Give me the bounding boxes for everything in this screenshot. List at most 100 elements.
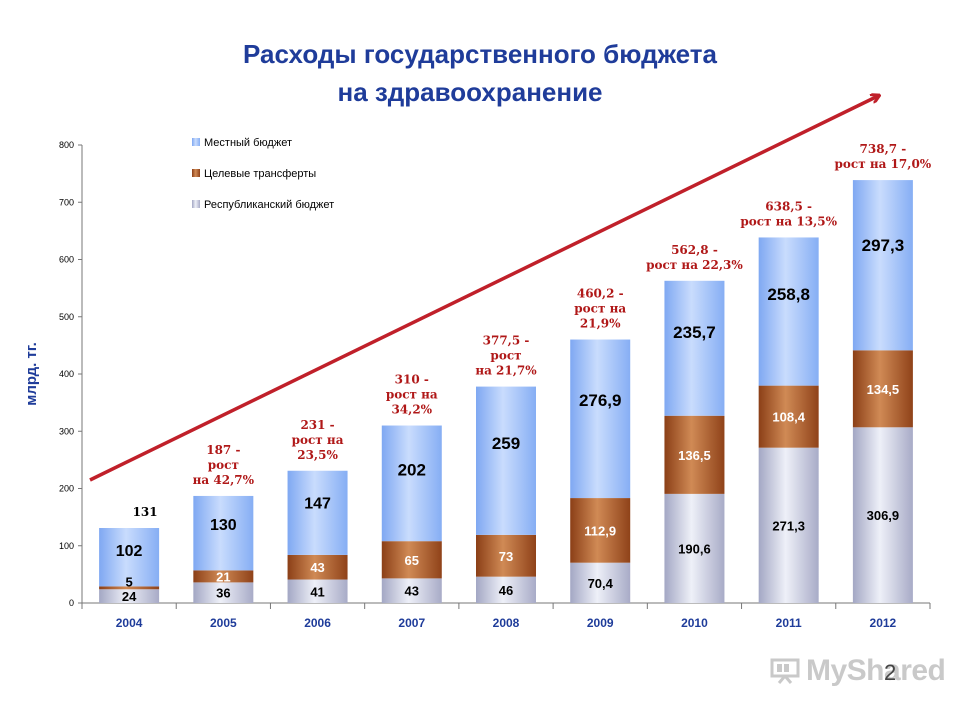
data-label-transfers-2010: 136,5	[678, 448, 711, 463]
annotation-2010: 562,8 -	[671, 243, 718, 257]
y-tick-label: 800	[59, 140, 74, 150]
data-label-local-2004: 102	[116, 543, 143, 560]
y-tick-label: 200	[59, 484, 74, 494]
x-tick-label: 2006	[304, 616, 331, 630]
data-label-local-2010: 235,7	[673, 323, 716, 342]
bar-local-2007	[381, 425, 442, 542]
data-label-republic-2012: 306,9	[867, 508, 900, 523]
annotation-2005: рост	[208, 458, 239, 472]
annotation-2004: 131	[133, 505, 158, 519]
annotation-2005: 187 -	[206, 443, 240, 457]
data-label-transfers-2011: 108,4	[772, 410, 805, 425]
data-label-transfers-2008: 73	[499, 549, 513, 564]
bar-republic-2012	[852, 427, 913, 603]
annotation-2006: 231 -	[300, 418, 334, 432]
x-tick-label: 2011	[776, 616, 802, 630]
annotation-2008: на 21,7%	[475, 364, 537, 378]
bar-transfers-2005	[193, 570, 254, 583]
data-label-republic-2010: 190,6	[678, 541, 711, 556]
chart-title-line-2: на здравоохранение	[337, 77, 603, 107]
data-label-republic-2008: 46	[499, 583, 513, 598]
annotation-2006: 23,5%	[297, 448, 338, 462]
legend-swatch	[192, 169, 200, 177]
data-label-transfers-2012: 134,5	[867, 382, 900, 397]
annotation-2011: 638,5 -	[765, 199, 812, 213]
data-label-local-2009: 276,9	[579, 391, 622, 410]
annotation-2010: рост на 22,3%	[646, 258, 743, 272]
x-tick-label: 2005	[210, 616, 237, 630]
data-label-republic-2006: 41	[310, 584, 324, 599]
bar-transfers-2012	[852, 350, 913, 428]
watermark-text: MyShared	[806, 654, 946, 687]
bar-local-2010	[664, 280, 725, 416]
legend-swatch	[192, 138, 200, 146]
bar-republic-2006	[287, 579, 348, 603]
y-tick-label: 600	[59, 255, 74, 265]
x-tick-label: 2009	[587, 616, 614, 630]
y-axis-label: млрд. тг.	[23, 342, 40, 406]
annotation-2012: рост на 17,0%	[835, 157, 932, 171]
data-label-transfers-2005: 21	[216, 569, 230, 584]
y-tick-label: 400	[59, 369, 74, 379]
bar-transfers-2006	[287, 554, 348, 580]
bar-local-2006	[287, 470, 348, 555]
legend-entry: Целевые трансферты	[204, 168, 316, 180]
annotation-2006: рост на	[292, 433, 344, 447]
legend-entry: Республиканский бюджет	[204, 199, 334, 211]
data-label-transfers-2004: 5	[125, 574, 132, 589]
data-label-local-2006: 147	[304, 496, 331, 513]
x-tick-label: 2007	[398, 616, 425, 630]
bar-transfers-2010	[664, 415, 725, 494]
y-tick-label: 500	[59, 312, 74, 322]
legend-entry: Местный бюджет	[204, 137, 292, 149]
bar-local-2005	[193, 495, 254, 571]
data-label-local-2008: 259	[492, 434, 520, 453]
data-label-republic-2009: 70,4	[588, 576, 614, 591]
data-label-local-2007: 202	[398, 460, 426, 479]
data-label-transfers-2009: 112,9	[584, 523, 616, 538]
y-tick-label: 100	[59, 541, 74, 551]
annotation-2007: 34,2%	[391, 403, 432, 417]
annotation-2008: 377,5 -	[483, 334, 530, 348]
bar-republic-2010	[664, 493, 725, 603]
annotation-2005: на 42,7%	[193, 473, 255, 487]
annotation-2009: 460,2 -	[577, 287, 624, 301]
presentation-board-icon	[770, 658, 800, 684]
data-label-local-2005: 130	[210, 517, 237, 534]
data-label-republic-2007: 43	[405, 584, 419, 599]
bar-transfers-2004	[99, 586, 160, 590]
x-tick-label: 2004	[116, 616, 143, 630]
data-label-republic-2011: 271,3	[772, 518, 805, 533]
data-label-republic-2005: 36	[216, 586, 230, 601]
bar-republic-2009	[570, 562, 631, 603]
annotation-2008: рост	[490, 349, 521, 363]
bar-local-2012	[852, 180, 913, 351]
chart-title-line-1: Расходы государственного бюджета	[242, 39, 717, 69]
annotation-2012: 738,7 -	[860, 142, 907, 156]
x-tick-label: 2010	[681, 616, 708, 630]
bar-republic-2008	[476, 576, 536, 603]
data-label-local-2012: 297,3	[862, 236, 905, 255]
annotation-2007: рост на	[386, 388, 438, 402]
y-tick-label: 0	[69, 598, 74, 608]
bar-local-2004	[99, 528, 160, 587]
bar-republic-2011	[758, 447, 819, 603]
bar-local-2011	[758, 237, 819, 386]
annotation-2009: 21,9%	[580, 317, 621, 331]
y-tick-label: 300	[59, 426, 74, 436]
bar-republic-2007	[381, 578, 442, 603]
x-tick-label: 2012	[870, 616, 897, 630]
data-label-transfers-2006: 43	[310, 560, 324, 575]
data-label-transfers-2007: 65	[405, 553, 419, 568]
annotation-2007: 310 -	[395, 373, 429, 387]
annotation-2011: рост на 13,5%	[740, 214, 837, 228]
watermark-logo: MyShared	[770, 654, 946, 688]
bar-transfers-2007	[381, 541, 442, 579]
annotation-2009: рост на	[574, 302, 626, 316]
page-number: 2	[884, 660, 897, 685]
growth-trend-arrow	[89, 96, 878, 482]
y-tick-label: 700	[59, 197, 74, 207]
legend-swatch	[192, 200, 200, 208]
data-label-republic-2004: 24	[122, 589, 137, 604]
